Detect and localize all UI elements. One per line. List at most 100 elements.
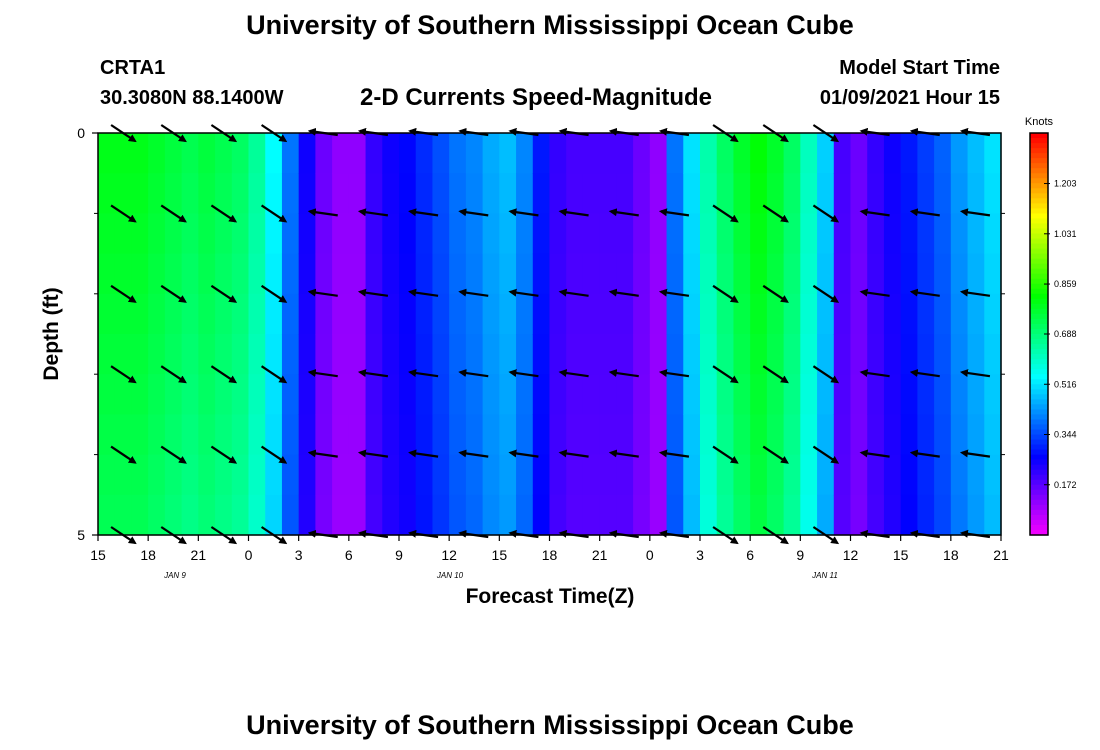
- current-vector: [307, 288, 338, 297]
- colorbar-band: [1030, 464, 1048, 471]
- heatmap-cell: [716, 374, 735, 415]
- heatmap-cell: [131, 293, 149, 335]
- heatmap-cell: [582, 133, 601, 174]
- heatmap-cell: [917, 494, 935, 536]
- heatmap-cell: [733, 293, 751, 335]
- heatmap-cell: [934, 213, 952, 255]
- heatmap-cell: [582, 374, 601, 415]
- heatmap-cell: [733, 374, 751, 415]
- colorbar-band: [1030, 504, 1048, 511]
- colorbar-band: [1030, 313, 1048, 320]
- heatmap-cell: [783, 494, 801, 536]
- colorbar-band: [1030, 263, 1048, 270]
- heatmap-cell: [516, 213, 534, 255]
- heatmap-cell: [967, 334, 985, 375]
- heatmap-cell: [666, 334, 684, 375]
- heatmap-cell: [148, 133, 166, 174]
- heatmap-cell: [532, 414, 551, 456]
- heatmap-cell: [566, 293, 584, 335]
- current-vector: [909, 208, 940, 217]
- heatmap-cell: [114, 414, 133, 456]
- heatmap-cell: [499, 133, 517, 174]
- heatmap-cell: [248, 133, 266, 174]
- heatmap-cell: [566, 133, 584, 174]
- heatmap-cell: [917, 374, 935, 415]
- heatmap-cell: [950, 454, 969, 496]
- heatmap-cell: [666, 293, 684, 335]
- colorbar-band: [1030, 163, 1048, 169]
- colorbar-band: [1030, 334, 1048, 340]
- heatmap-cell: [298, 494, 316, 536]
- heatmap-cell: [750, 414, 768, 456]
- heatmap-cell: [666, 414, 684, 456]
- heatmap-cell: [750, 173, 768, 214]
- current-vector: [959, 288, 991, 297]
- colorbar-tick-label: 0.344: [1054, 430, 1077, 440]
- heatmap-cell: [883, 213, 902, 255]
- heatmap-cell: [549, 253, 567, 295]
- heatmap-cell: [164, 253, 183, 295]
- heatmap-cell: [131, 374, 149, 415]
- heatmap-cell: [549, 454, 567, 496]
- current-vector: [408, 208, 439, 217]
- heatmap-cell: [298, 414, 316, 456]
- heatmap-cell: [549, 213, 567, 255]
- heatmap-cell: [382, 494, 400, 536]
- heatmap-cell: [716, 293, 735, 335]
- current-vector: [110, 284, 137, 303]
- heatmap-cell: [883, 293, 902, 335]
- heatmap-cell: [98, 293, 116, 335]
- heatmap-cell: [766, 334, 785, 375]
- heatmap-cell: [683, 374, 701, 415]
- heatmap-cell: [215, 494, 233, 536]
- heatmap-cell: [800, 213, 818, 255]
- date-label: JAN 10: [436, 571, 464, 580]
- colorbar-band: [1030, 268, 1048, 275]
- x-tick-label: 9: [395, 547, 403, 563]
- heatmap-cell: [750, 293, 768, 335]
- colorbar-band: [1030, 328, 1048, 335]
- heatmap-cell: [315, 253, 333, 295]
- heatmap-cell: [281, 173, 300, 214]
- heatmap-cell: [700, 494, 718, 536]
- heatmap-cell: [482, 374, 500, 415]
- heatmap-cell: [482, 454, 500, 496]
- heatmap-cell: [649, 293, 668, 335]
- colorbar-band: [1030, 203, 1048, 209]
- heatmap-cell: [131, 414, 149, 456]
- heatmap-cell: [215, 293, 233, 335]
- x-tick-label: 0: [245, 547, 253, 563]
- colorbar-band: [1030, 303, 1048, 310]
- heatmap-cell: [532, 334, 551, 375]
- heatmap-cell: [984, 454, 1002, 496]
- heatmap-cell: [465, 454, 484, 496]
- current-vector: [712, 284, 739, 303]
- heatmap-cell: [633, 253, 651, 295]
- heatmap-cell: [215, 454, 233, 496]
- heatmap-cell: [415, 454, 434, 496]
- heatmap-cell: [131, 334, 149, 375]
- colorbar-band: [1030, 419, 1048, 426]
- heatmap-cell: [432, 213, 450, 255]
- heatmap-cell: [265, 454, 283, 496]
- heatmap-cell: [181, 454, 199, 496]
- heatmap-cell: [633, 414, 651, 456]
- x-tick-label: 9: [796, 547, 804, 563]
- heatmap-cell: [800, 173, 818, 214]
- heatmap-cell: [298, 173, 316, 214]
- heatmap-cell: [649, 334, 668, 375]
- heatmap-cell: [766, 213, 785, 255]
- x-tick-label: 6: [345, 547, 353, 563]
- heatmap-cell: [934, 334, 952, 375]
- heatmap-cell: [549, 133, 567, 174]
- colorbar-band: [1030, 278, 1048, 285]
- colorbar-band: [1030, 323, 1048, 330]
- heatmap-cell: [148, 454, 166, 496]
- colorbar-band: [1030, 158, 1048, 164]
- page-title: University of Southern Mississippi Ocean…: [246, 10, 854, 40]
- heatmap-cell: [332, 454, 350, 496]
- heatmap-cell: [281, 494, 300, 536]
- colorbar: Knots 1.203 1.031 0.859 0.688 0.516 0.344 0.172: [1025, 116, 1077, 536]
- heatmap-cell: [332, 133, 350, 174]
